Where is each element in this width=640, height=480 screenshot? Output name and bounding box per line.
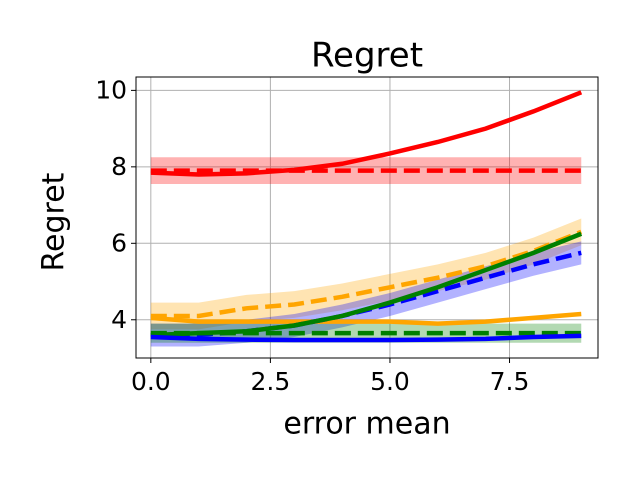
y-tick-label: 4: [111, 305, 127, 334]
line-series: [150, 231, 583, 338]
y-tick-label: 10: [95, 75, 127, 104]
y-tick-label: 8: [111, 152, 127, 181]
y-tick-label: 6: [111, 228, 127, 257]
line-series: [150, 311, 582, 326]
plot-frame: [135, 76, 599, 359]
confidence-band: [150, 218, 582, 330]
x-axis-label: error mean: [283, 407, 450, 442]
line-series: [150, 229, 583, 319]
chart-title: Regret: [311, 36, 423, 76]
y-axis-label: Regret: [37, 172, 72, 271]
line-series: [150, 90, 583, 177]
x-tick-label: 7.5: [490, 367, 530, 396]
x-tick-label: 0.0: [131, 367, 171, 396]
x-tick-label: 5.0: [370, 367, 410, 396]
x-tick-label: 2.5: [251, 367, 291, 396]
line-series: [150, 333, 582, 343]
